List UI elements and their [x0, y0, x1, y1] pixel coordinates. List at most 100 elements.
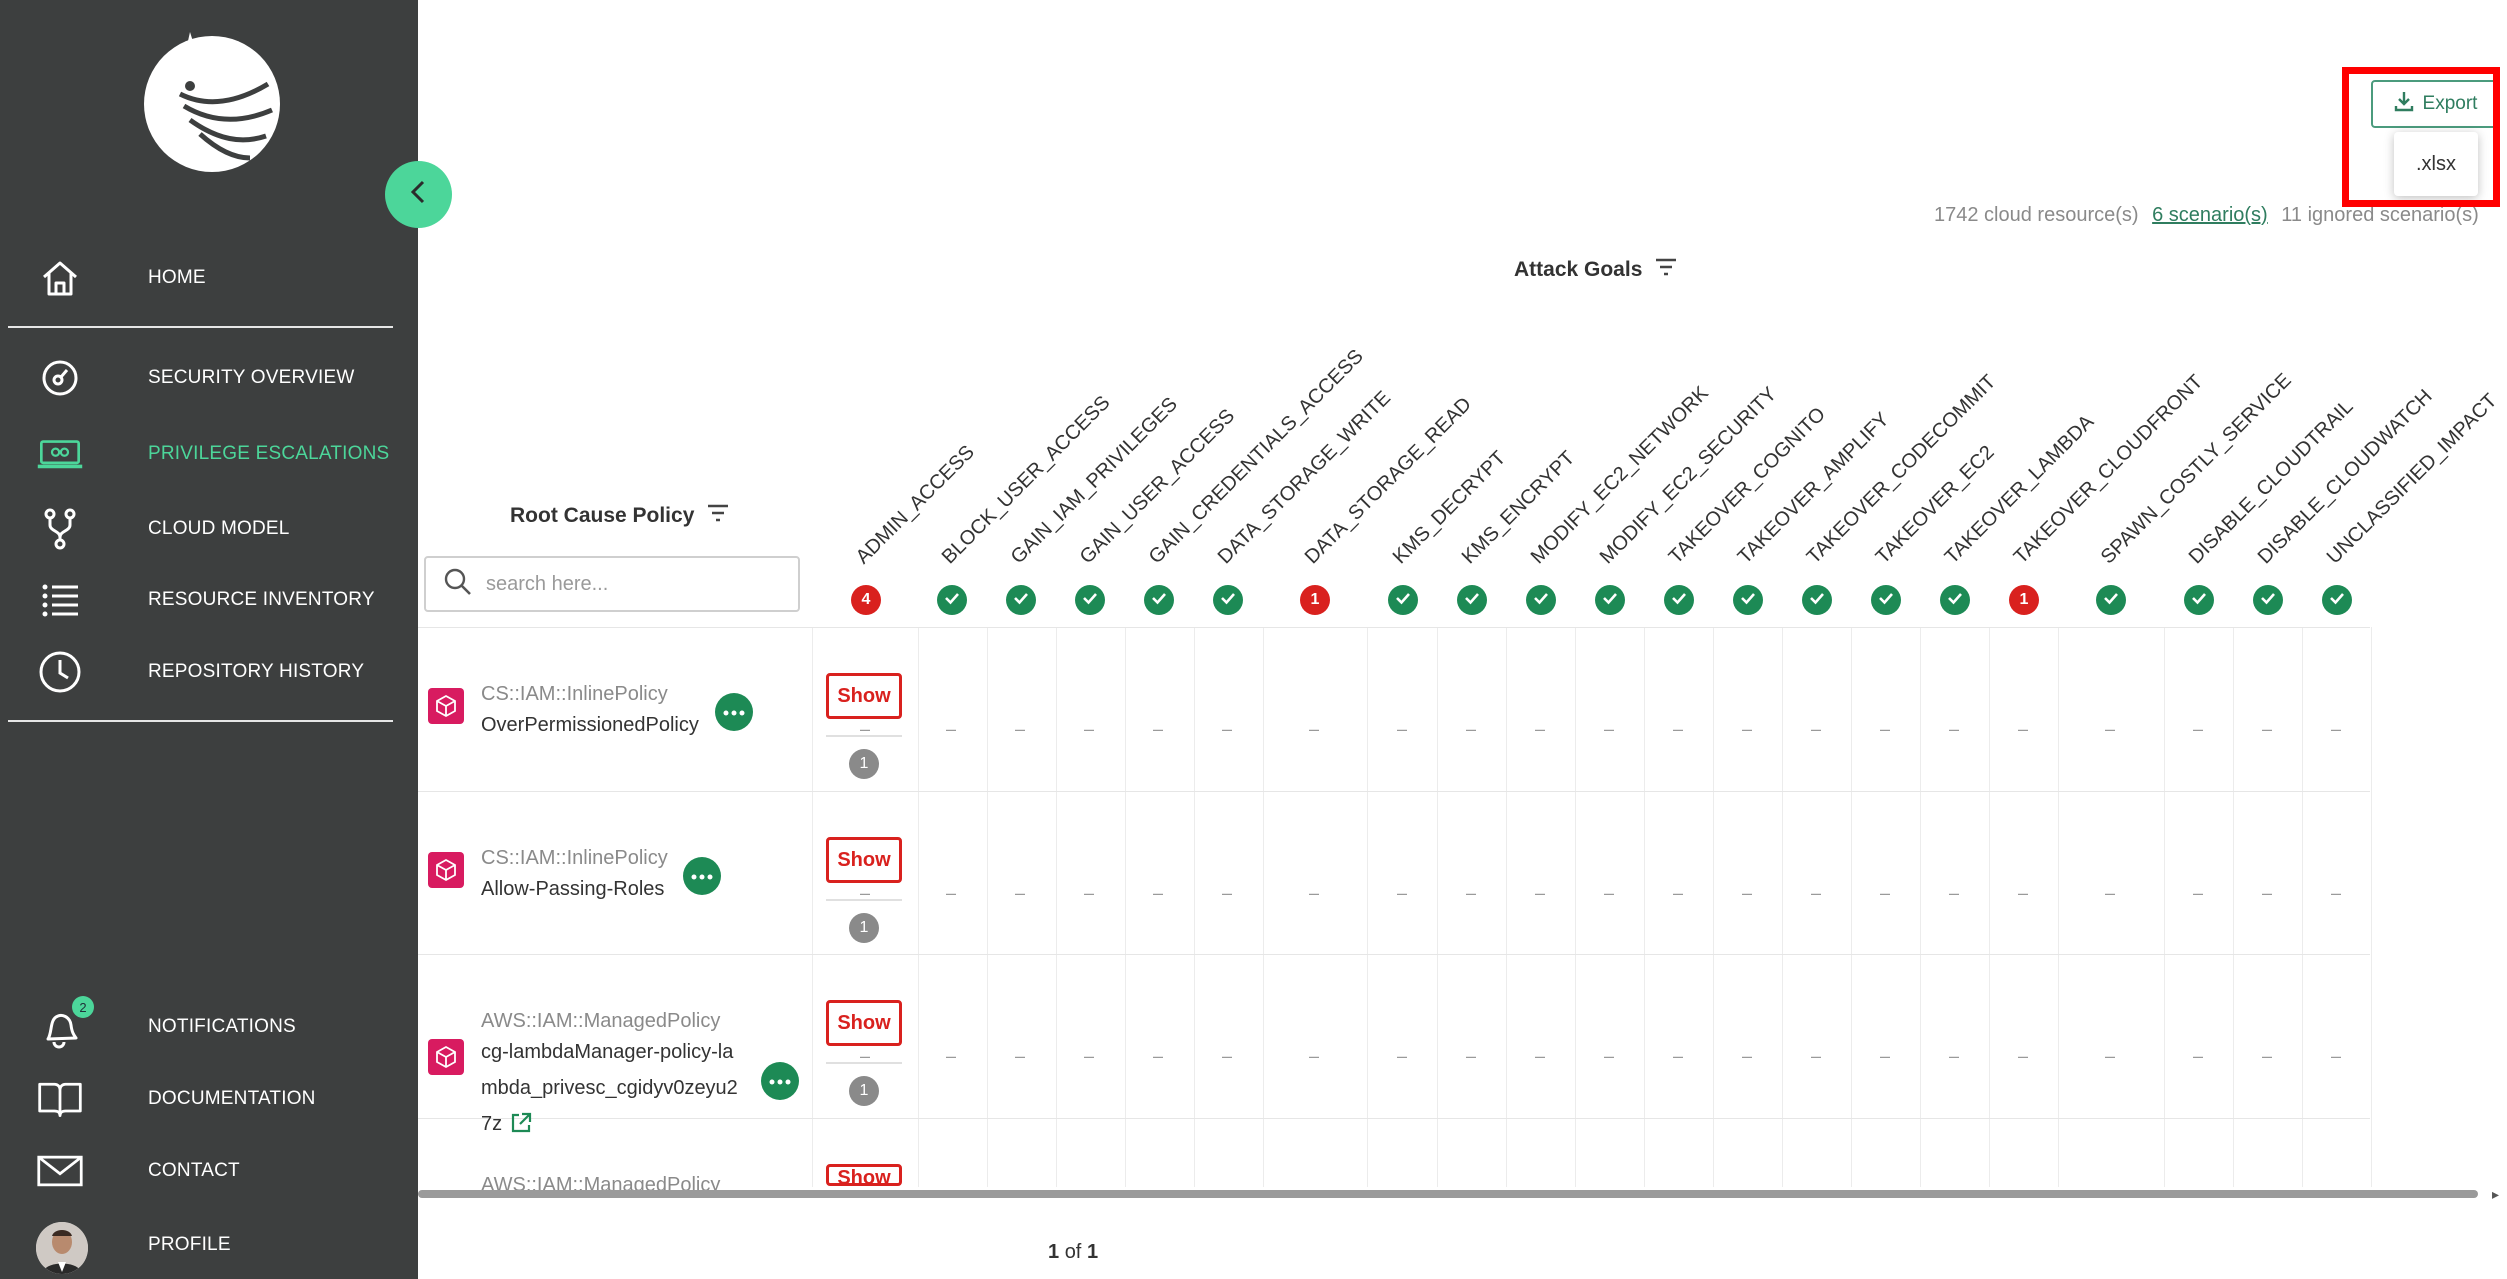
filter-icon[interactable] [1654, 257, 1678, 283]
goal-count-badge[interactable]: 4 [851, 585, 881, 615]
empty-cell: – [2262, 719, 2273, 739]
nav-home[interactable]: HOME [0, 248, 418, 308]
current-page: 1 [1048, 1241, 1060, 1263]
logo[interactable] [118, 24, 286, 176]
nav-label: RESOURCE INVENTORY [148, 589, 375, 610]
empty-cell: – [1949, 883, 1960, 903]
goal-check-badge[interactable] [2184, 585, 2214, 615]
empty-cell: – [1084, 1046, 1095, 1066]
policy-name[interactable]: mbda_privesc_cgidyv0zeyu2 [481, 1077, 738, 1099]
goal-count-badge[interactable]: 1 [2009, 585, 2039, 615]
policy-name[interactable]: Allow-Passing-Roles [481, 878, 665, 900]
empty-cell: – [1309, 883, 1320, 903]
nav-label: CLOUD MODEL [148, 518, 290, 539]
attack-goals-header[interactable]: Attack Goals [1514, 257, 1678, 283]
collapse-sidebar-button[interactable] [385, 161, 452, 228]
grid-column-line [1644, 627, 1645, 1187]
policy-type: AWS::IAM::ManagedPolicy [481, 1010, 721, 1032]
empty-cell: – [2018, 883, 2029, 903]
grid-column-line [1575, 627, 1576, 1187]
empty-cell: – [946, 1046, 957, 1066]
goal-check-badge[interactable] [2322, 585, 2352, 615]
nav-security-overview[interactable]: SECURITY OVERVIEW [0, 348, 418, 408]
nav-notifications[interactable]: NOTIFICATIONS [0, 997, 418, 1057]
nav-documentation[interactable]: DOCUMENTATION [0, 1069, 418, 1129]
empty-cell: – [1880, 1046, 1891, 1066]
policy-type: CS::IAM::InlinePolicy [481, 847, 668, 869]
empty-cell: – [1153, 883, 1164, 903]
filter-icon[interactable] [706, 503, 730, 529]
more-options-button[interactable] [715, 693, 753, 731]
goal-check-badge[interactable] [1664, 585, 1694, 615]
more-options-button[interactable] [761, 1062, 799, 1100]
goal-check-badge[interactable] [1006, 585, 1036, 615]
scenarios-link[interactable]: 6 scenario(s) [2152, 204, 2268, 226]
check-icon [1946, 589, 1964, 612]
root-cause-policy-header[interactable]: Root Cause Policy [510, 503, 730, 529]
goal-count-badge[interactable]: 1 [1300, 585, 1330, 615]
empty-cell: – [946, 719, 957, 739]
nav-repository-history[interactable]: REPOSITORY HISTORY [0, 642, 418, 702]
more-icon [769, 1072, 791, 1090]
show-separator [826, 899, 902, 901]
empty-cell: – [1811, 883, 1822, 903]
goal-check-badge[interactable] [1457, 585, 1487, 615]
grid-column-line [1367, 627, 1368, 1187]
show-button[interactable]: Show [826, 1000, 902, 1046]
goal-check-badge[interactable] [1871, 585, 1901, 615]
policy-name[interactable]: cg-lambdaManager-policy-la [481, 1041, 734, 1063]
policy-name[interactable]: 7z [481, 1113, 503, 1135]
policy-type: CS::IAM::InlinePolicy [481, 683, 668, 705]
nav-label: REPOSITORY HISTORY [148, 661, 365, 682]
search-input[interactable] [486, 572, 786, 596]
horizontal-scrollbar[interactable] [418, 1190, 2478, 1198]
book-icon [36, 1075, 84, 1123]
more-options-button[interactable] [683, 857, 721, 895]
scroll-right-arrow[interactable]: ▸ [2492, 1186, 2500, 1202]
empty-cell: – [1015, 1046, 1026, 1066]
empty-cell: – [1084, 719, 1095, 739]
nav-resource-inventory[interactable]: RESOURCE INVENTORY [0, 570, 418, 630]
empty-cell: – [2105, 883, 2116, 903]
goal-check-badge[interactable] [1388, 585, 1418, 615]
goal-check-badge[interactable] [1526, 585, 1556, 615]
goal-check-badge[interactable] [2253, 585, 2283, 615]
grid-column-line [1194, 627, 1195, 1187]
grid-column-line [1920, 627, 1921, 1187]
empty-cell: – [1811, 1046, 1822, 1066]
goal-check-badge[interactable] [1144, 585, 1174, 615]
nav-privilege-escalations[interactable]: PRIVILEGE ESCALATIONS [0, 424, 418, 484]
goal-check-badge[interactable] [1075, 585, 1105, 615]
external-link-icon[interactable] [510, 1112, 532, 1134]
goal-check-badge[interactable] [1595, 585, 1625, 615]
grid-column-line [2302, 627, 2303, 1187]
check-icon [1670, 589, 1688, 612]
check-icon [943, 589, 961, 612]
empty-cell: – [1673, 1046, 1684, 1066]
goal-check-badge[interactable] [937, 585, 967, 615]
avatar[interactable] [36, 1222, 88, 1274]
show-separator [826, 735, 902, 737]
policy-name[interactable]: OverPermissionedPolicy [481, 714, 699, 736]
mail-icon [36, 1147, 84, 1195]
export-option-xlsx[interactable]: .xlsx [2394, 132, 2478, 196]
goal-check-badge[interactable] [2096, 585, 2126, 615]
more-icon [723, 703, 745, 721]
goal-count: 1 [1310, 591, 1320, 608]
goal-check-badge[interactable] [1940, 585, 1970, 615]
goal-check-badge[interactable] [1802, 585, 1832, 615]
empty-cell: – [1880, 719, 1891, 739]
nav-contact[interactable]: CONTACT [0, 1141, 418, 1201]
show-button[interactable]: Show [826, 673, 902, 719]
nav-cloud-model[interactable]: CLOUD MODEL [0, 499, 418, 559]
empty-cell: – [2331, 719, 2342, 739]
goal-check-badge[interactable] [1213, 585, 1243, 615]
show-button[interactable]: Show [826, 1164, 902, 1186]
goal-check-badge[interactable] [1733, 585, 1763, 615]
grid-column-line [1713, 627, 1714, 1187]
grid-column-line [918, 627, 919, 1187]
nav-profile[interactable]: PROFILE [0, 1215, 418, 1275]
export-button[interactable]: Export [2371, 80, 2499, 128]
empty-cell: – [1222, 719, 1233, 739]
show-button[interactable]: Show [826, 837, 902, 883]
